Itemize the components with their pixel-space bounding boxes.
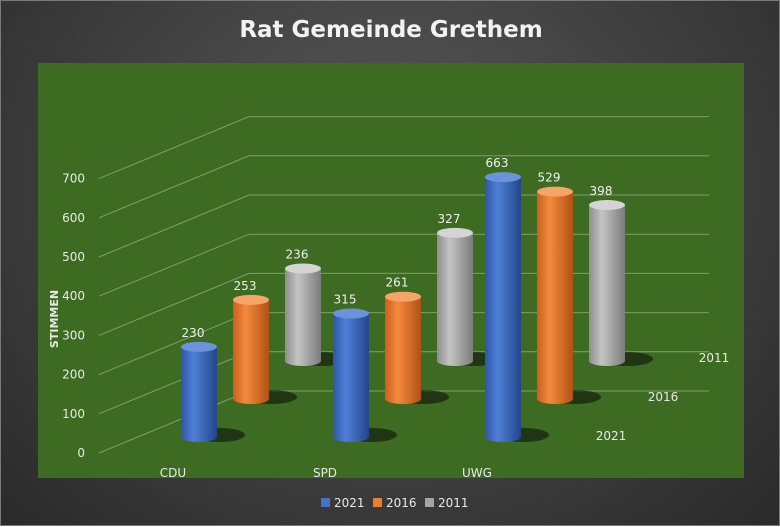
x-axis-categories: CDU SPD UWG — [160, 466, 492, 480]
bar-spd-2016 — [385, 291, 421, 404]
bar-spd-2021 — [333, 308, 369, 442]
legend-swatch — [425, 498, 434, 507]
legend-swatch — [373, 498, 382, 507]
legend-label: 2021 — [334, 496, 365, 510]
y-tick-label: 600 — [62, 211, 85, 225]
data-label: 327 — [438, 212, 461, 226]
legend-label: 2016 — [386, 496, 417, 510]
chart-title: Rat Gemeinde Grethem — [239, 17, 542, 43]
data-label: 398 — [590, 184, 613, 198]
gridline — [98, 155, 709, 219]
data-label: 315 — [334, 293, 357, 307]
legend-item: 2011 — [425, 496, 469, 510]
y-axis-ticks: 0 100 200 300 400 500 600 700 — [62, 172, 85, 460]
y-tick-label: 100 — [62, 407, 85, 421]
data-label: 253 — [234, 279, 257, 293]
legend-label: 2011 — [438, 496, 469, 510]
y-tick-label: 400 — [62, 289, 85, 303]
depth-axis-label: 2011 — [699, 351, 730, 365]
x-category-label: CDU — [160, 466, 186, 480]
x-category-label: SPD — [313, 466, 337, 480]
gridline — [98, 116, 709, 180]
bar-uwg-2011 — [589, 199, 625, 366]
x-category-label: UWG — [462, 466, 492, 480]
bar-cdu-2021 — [181, 341, 217, 442]
y-tick-label: 0 — [77, 446, 85, 460]
data-label: 236 — [286, 247, 309, 261]
legend-item: 2016 — [373, 496, 417, 510]
y-tick-label: 500 — [62, 250, 85, 264]
bar-uwg-2016 — [537, 186, 573, 404]
bars — [181, 172, 625, 442]
bar-cdu-2011 — [285, 263, 321, 366]
depth-axis-label: 2016 — [648, 390, 679, 404]
data-label: 230 — [182, 326, 205, 340]
legend-item: 2021 — [321, 496, 365, 510]
bar-spd-2011 — [437, 227, 473, 366]
bar-cdu-2016 — [233, 294, 269, 404]
plot-area — [38, 63, 744, 478]
legend-swatch — [321, 498, 330, 507]
y-tick-label: 200 — [62, 368, 85, 382]
data-labels: 236 327 398 253 261 529 230 315 663 — [182, 156, 613, 340]
data-label: 529 — [538, 171, 561, 185]
bar-uwg-2021 — [485, 172, 521, 442]
y-axis-label: STIMMEN — [48, 290, 61, 348]
depth-axis-label: 2021 — [596, 429, 627, 443]
y-tick-label: 700 — [62, 172, 85, 186]
depth-axis-labels: 2021 2016 2011 — [596, 351, 730, 443]
legend: 2021 2016 2011 — [321, 496, 469, 510]
data-label: 261 — [386, 276, 409, 290]
y-tick-label: 300 — [62, 328, 85, 342]
data-label: 663 — [486, 156, 509, 170]
